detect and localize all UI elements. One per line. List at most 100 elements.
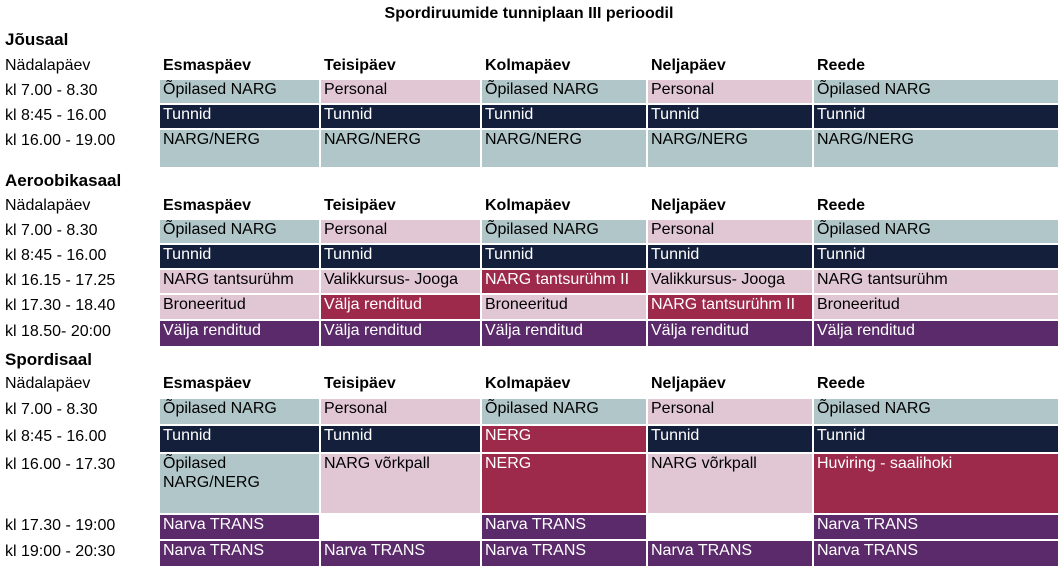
schedule-cell[interactable]: NARG tantsurühm [160, 270, 321, 295]
schedule-cell[interactable]: Tunnid [321, 426, 482, 454]
day-header: Esmaspäev [160, 55, 321, 77]
day-header: Reede [817, 197, 866, 214]
schedule-cell[interactable]: NARG tantsurühm II [482, 270, 648, 295]
schedule-cell[interactable]: Narva TRANS [482, 515, 648, 541]
time-slot: kl 7.00 - 8.30 [5, 82, 98, 99]
schedule-cell[interactable]: NARG võrkpall [321, 454, 482, 515]
time-slot: kl 7.00 - 8.30 [5, 222, 98, 239]
time-slot: kl 8:45 - 16.00 [5, 247, 107, 264]
schedule-cell[interactable]: Broneeritud [160, 295, 321, 321]
schedule-cell[interactable]: Tunnid [814, 245, 1058, 270]
schedule-cell[interactable]: NARG/NERG [321, 130, 482, 169]
schedule-cell[interactable]: Broneeritud [814, 295, 1058, 321]
day-header: Neljapäev [648, 373, 814, 395]
schedule-cell[interactable]: NARG/NERG [160, 130, 321, 169]
schedule-cell[interactable]: Õpilased NARG [482, 399, 648, 426]
weekday-label: Nädalapäev [5, 197, 91, 214]
schedule-cell[interactable]: Õpilased NARG [814, 80, 1058, 105]
schedule-cell[interactable]: Tunnid [814, 105, 1058, 130]
header-row: Nädalapäev Esmaspäev Teisipäev Kolmapäev Nel… [0, 55, 1058, 77]
schedule-cell[interactable]: Tunnid [321, 245, 482, 270]
table-row: kl 8:45 - 16.00 Tunnid Tunnid Tunnid Tunnid T… [0, 105, 1058, 130]
section-title: Jõusaal [5, 30, 69, 49]
schedule-cell[interactable]: Personal [321, 399, 482, 426]
schedule-cell[interactable]: Välja renditud [160, 321, 321, 348]
schedule-cell[interactable]: NARG/NERG [648, 130, 814, 169]
table-row: kl 16.00 - 19.00 NARG/NERG NARG/NERG NARG/N… [0, 130, 1058, 169]
table-row: kl 18.50- 20:00 Välja renditud Välja rendi… [0, 321, 1058, 348]
table-row: kl 8:45 - 16.00 Tunnid Tunnid Tunnid Tunnid T… [0, 245, 1058, 270]
schedule-cell[interactable]: Tunnid [160, 426, 321, 454]
day-header: Reede [817, 375, 866, 392]
weekday-label: Nädalapäev [5, 375, 91, 392]
schedule-cell[interactable]: Tunnid [160, 245, 321, 270]
table-row: kl 19:00 - 20:30 Narva TRANS Narva TRANS Na… [0, 541, 1058, 568]
schedule-cell[interactable]: Õpilased NARG/NERG [160, 454, 321, 515]
schedule-cell[interactable]: Personal [648, 399, 814, 426]
schedule-cell[interactable]: Tunnid [321, 105, 482, 130]
schedule-cell[interactable]: Personal [321, 80, 482, 105]
schedule-cell[interactable]: NERG [482, 454, 648, 515]
schedule-cell[interactable]: Huviring - saalihoki [814, 454, 1058, 515]
schedule-cell[interactable]: Personal [648, 80, 814, 105]
schedule-cell[interactable]: NARG võrkpall [648, 454, 814, 515]
schedule-cell[interactable]: Tunnid [160, 105, 321, 130]
schedule-cell[interactable]: Narva TRANS [482, 541, 648, 568]
day-header: Teisipäev [321, 195, 482, 217]
day-header: Teisipäev [321, 55, 482, 77]
schedule-cell[interactable]: NARG tantsurühm [814, 270, 1058, 295]
schedule-cell[interactable]: Õpilased NARG [160, 80, 321, 105]
schedule-cell[interactable]: Tunnid [814, 426, 1058, 454]
schedule-cell[interactable]: Narva TRANS [160, 541, 321, 568]
schedule-cell[interactable]: Broneeritud [482, 295, 648, 321]
day-header: Kolmapäev [482, 55, 648, 77]
schedule-cell[interactable]: Narva TRANS [160, 515, 321, 541]
schedule-cell[interactable]: Välja renditud [321, 295, 482, 321]
day-header: Esmaspäev [160, 195, 321, 217]
schedule-cell[interactable]: Välja renditud [648, 321, 814, 348]
time-slot: kl 17.30 - 19:00 [5, 517, 116, 534]
schedule-cell[interactable]: Õpilased NARG [482, 80, 648, 105]
time-slot: kl 19:00 - 20:30 [5, 543, 116, 560]
schedule-cell[interactable]: Õpilased NARG [160, 220, 321, 245]
day-header: Reede [817, 57, 866, 74]
schedule-cell[interactable]: NERG [482, 426, 648, 454]
schedule-cell[interactable] [321, 515, 482, 541]
schedule-cell[interactable] [648, 515, 814, 541]
schedule-cell[interactable]: Narva TRANS [321, 541, 482, 568]
schedule-cell[interactable]: Valikkursus- Jooga [321, 270, 482, 295]
section-title: Spordisaal [5, 350, 92, 369]
header-row: Nädalapäev Esmaspäev Teisipäev Kolmapäev Nel… [0, 373, 1058, 395]
time-slot: kl 16.15 - 17.25 [5, 272, 116, 289]
schedule-cell[interactable]: Personal [648, 220, 814, 245]
schedule-cell[interactable]: Õpilased NARG [482, 220, 648, 245]
schedule-cell[interactable]: Välja renditud [482, 321, 648, 348]
schedule-cell[interactable]: Õpilased NARG [814, 399, 1058, 426]
table-row: kl 16.00 - 17.30 Õpilased NARG/NERG NARG v… [0, 454, 1058, 515]
time-slot: kl 7.00 - 8.30 [5, 401, 98, 418]
schedule-cell[interactable]: NARG/NERG [814, 130, 1058, 169]
schedule-cell[interactable]: Personal [321, 220, 482, 245]
schedule-cell[interactable]: NARG tantsurühm II [648, 295, 814, 321]
schedule-cell[interactable]: Narva TRANS [648, 541, 814, 568]
schedule-cell[interactable]: Välja renditud [321, 321, 482, 348]
weekday-label: Nädalapäev [5, 57, 91, 74]
schedule-cell[interactable]: Narva TRANS [814, 515, 1058, 541]
schedule-cell[interactable]: NARG/NERG [482, 130, 648, 169]
time-slot: kl 16.00 - 19.00 [5, 132, 116, 149]
schedule-cell[interactable]: Valikkursus- Jooga [648, 270, 814, 295]
schedule-cell[interactable]: Tunnid [648, 105, 814, 130]
schedule-cell[interactable]: Tunnid [482, 245, 648, 270]
schedule-cell[interactable]: Tunnid [648, 245, 814, 270]
schedule-cell[interactable]: Narva TRANS [814, 541, 1058, 568]
schedule-cell[interactable]: Välja renditud [814, 321, 1058, 348]
table-row: kl 8:45 - 16.00 Tunnid Tunnid NERG Tunnid Tun… [0, 426, 1058, 454]
day-header: Neljapäev [648, 195, 814, 217]
time-slot: kl 16.00 - 17.30 [5, 456, 116, 473]
section-title: Aeroobikasaal [5, 171, 122, 190]
schedule-cell[interactable]: Tunnid [648, 426, 814, 454]
schedule-cell[interactable]: Tunnid [482, 105, 648, 130]
schedule-cell[interactable]: Õpilased NARG [160, 399, 321, 426]
table-row: kl 7.00 - 8.30 Õpilased NARG Personal Õpila… [0, 220, 1058, 245]
schedule-cell[interactable]: Õpilased NARG [814, 220, 1058, 245]
